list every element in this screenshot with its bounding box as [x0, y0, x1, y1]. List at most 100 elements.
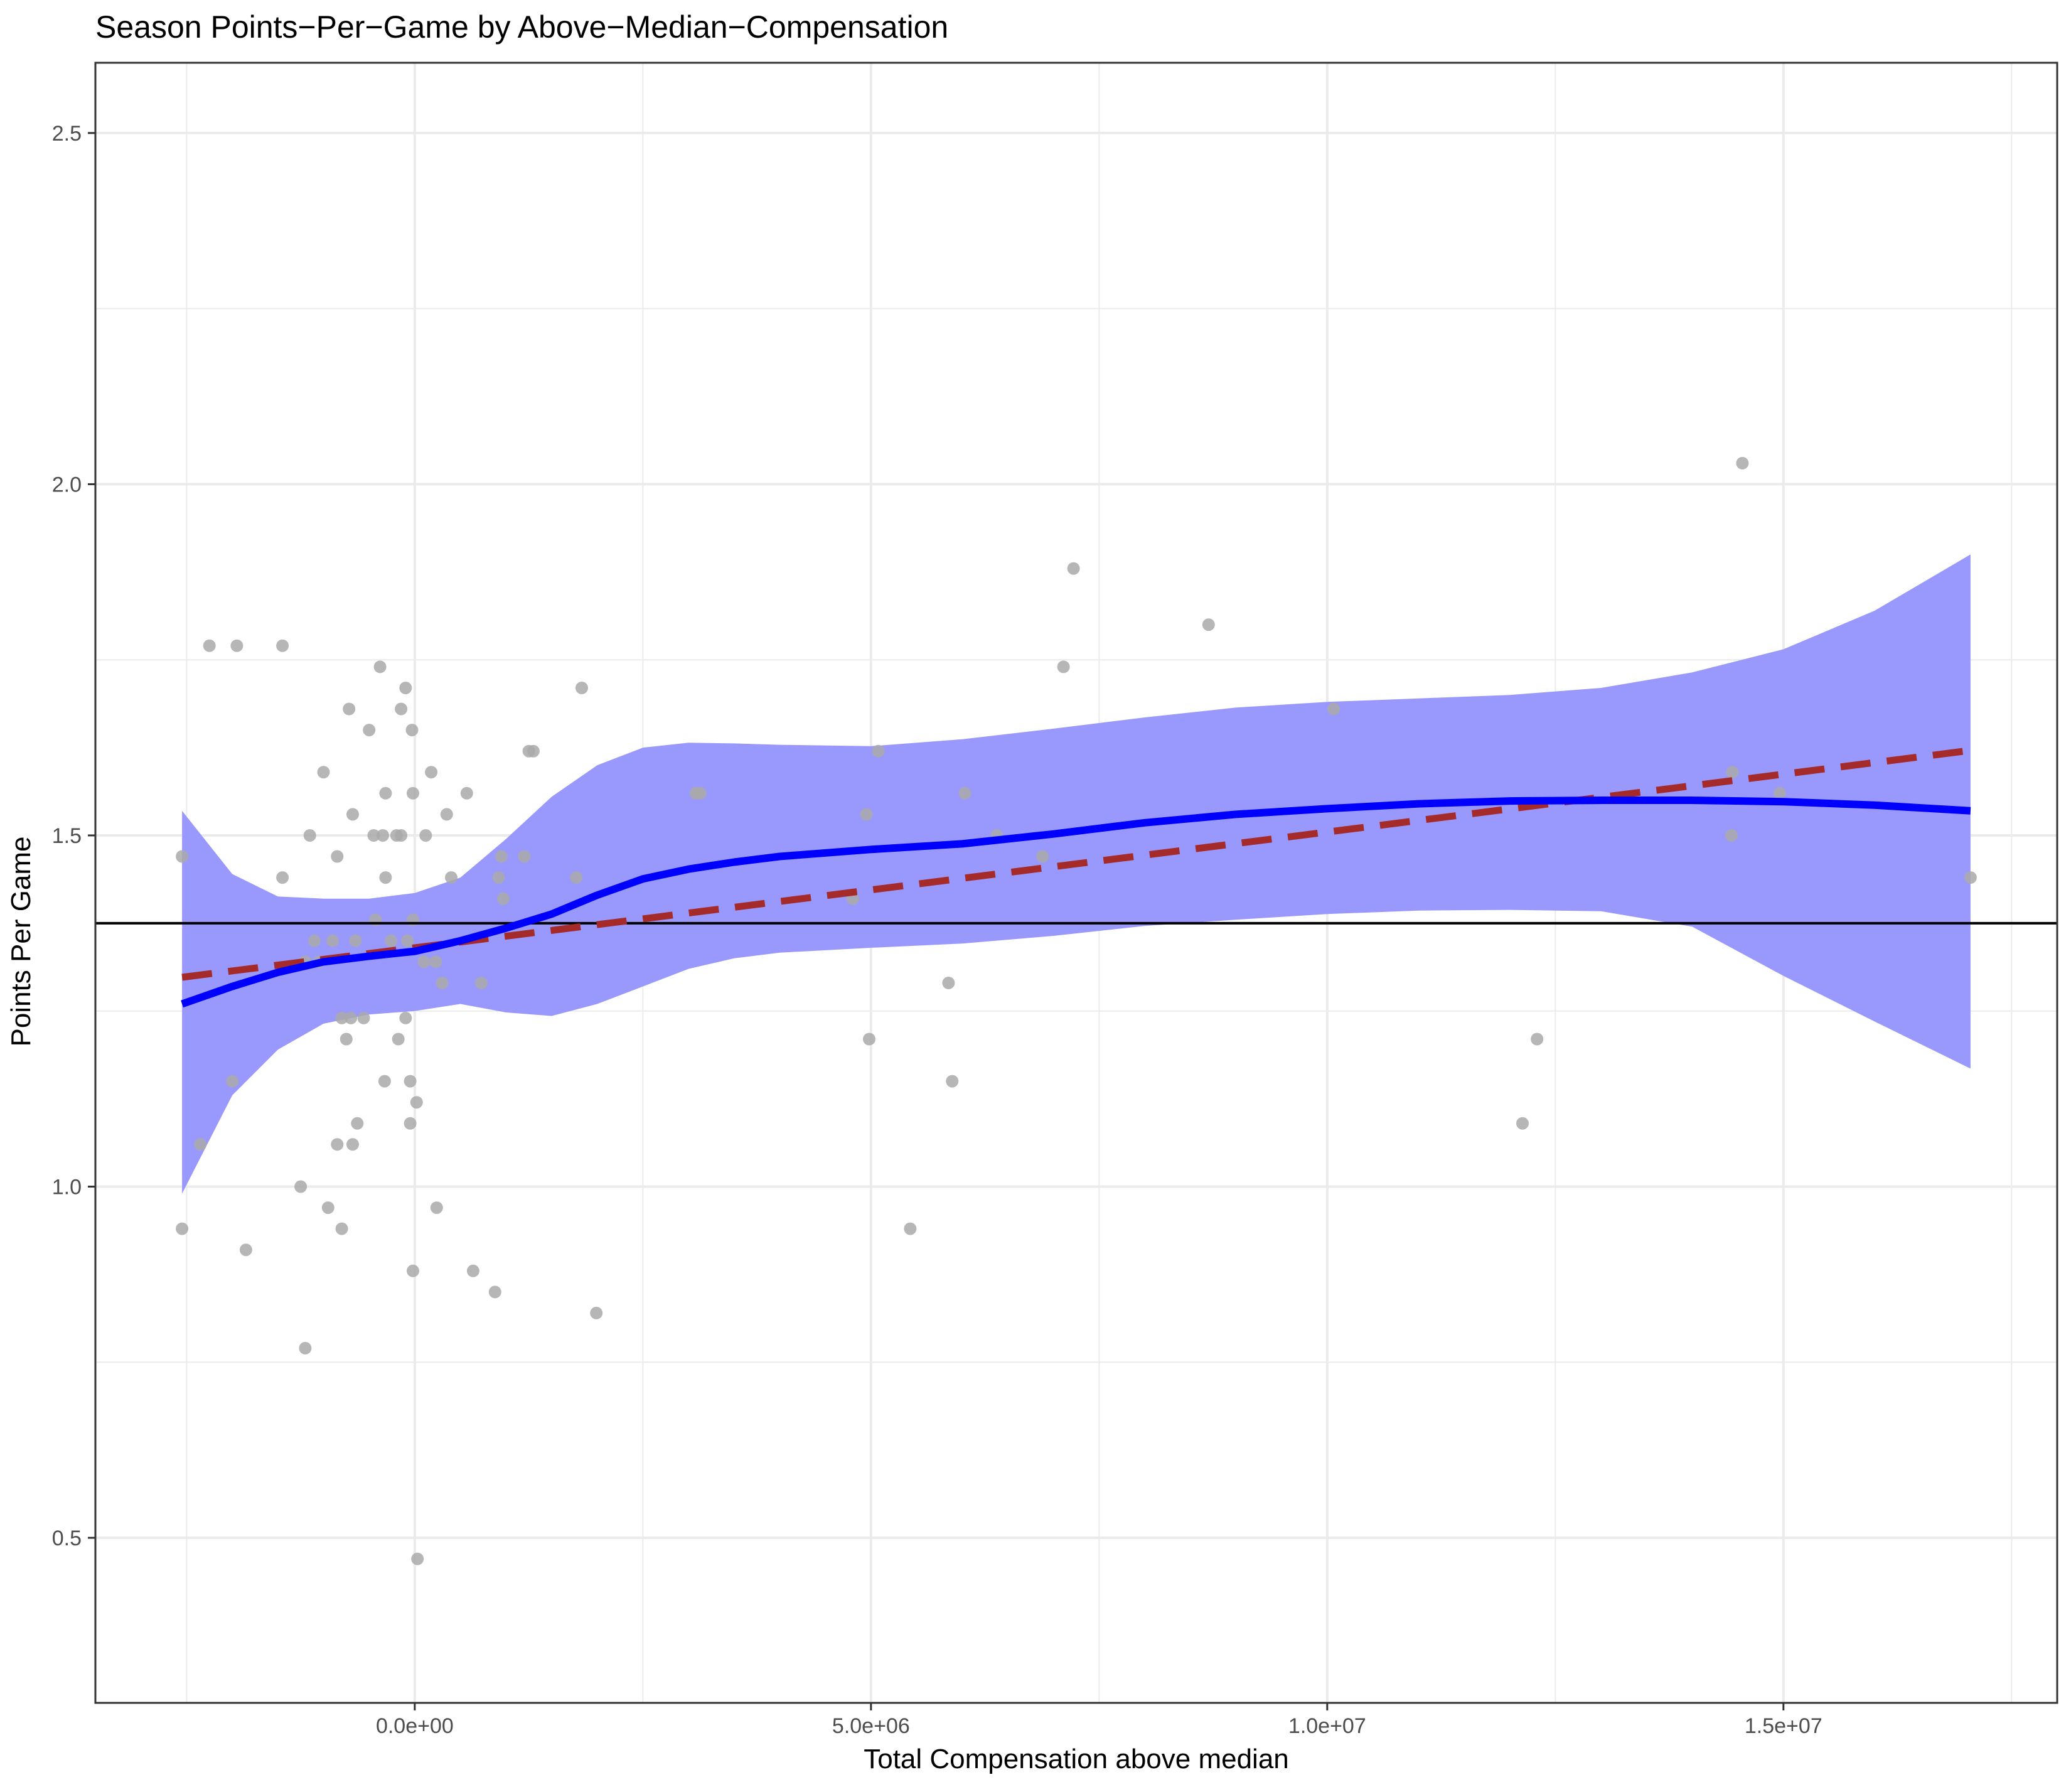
x-tick-label: 1.5e+07 — [1745, 1714, 1822, 1738]
data-point — [1531, 1033, 1544, 1046]
data-point — [335, 1011, 348, 1024]
data-point — [872, 744, 885, 758]
data-point — [440, 808, 453, 821]
data-point — [436, 977, 449, 989]
data-point — [904, 1222, 917, 1235]
data-point — [466, 1264, 479, 1277]
y-tick-label: 0.5 — [52, 1526, 82, 1550]
data-point — [340, 1033, 353, 1046]
data-point — [379, 871, 392, 884]
data-point — [417, 955, 431, 968]
data-point — [385, 934, 398, 947]
data-point — [399, 1011, 412, 1024]
data-point — [299, 1341, 312, 1355]
data-point — [349, 934, 362, 947]
data-point — [203, 639, 216, 652]
data-point — [1736, 456, 1749, 469]
data-point — [1725, 829, 1738, 842]
data-point — [492, 871, 505, 884]
data-point — [377, 829, 389, 842]
data-point — [488, 1285, 501, 1299]
y-tick-label: 1.5 — [52, 824, 82, 848]
loess-line — [181, 797, 1971, 1008]
data-point — [946, 1075, 959, 1088]
data-point — [407, 1264, 419, 1277]
data-point — [395, 829, 408, 842]
data-point — [958, 786, 971, 800]
data-point — [230, 639, 243, 652]
data-point — [401, 934, 414, 947]
data-point — [276, 871, 289, 884]
data-point — [345, 1011, 358, 1024]
data-point — [351, 1117, 364, 1130]
data-point — [1516, 1117, 1529, 1130]
data-point — [331, 850, 344, 863]
data-point — [321, 1201, 334, 1215]
data-point — [425, 766, 438, 779]
data-point — [303, 829, 316, 842]
data-point — [475, 977, 488, 989]
y-tick-label: 1.0 — [52, 1175, 82, 1199]
data-point — [331, 1138, 344, 1151]
data-point — [176, 1222, 189, 1235]
data-point — [346, 808, 359, 821]
x-tick-label: 1.0e+07 — [1288, 1714, 1366, 1738]
data-point — [346, 1138, 359, 1151]
data-point — [226, 1075, 239, 1088]
confidence-ribbon — [182, 554, 1971, 1194]
data-point — [694, 786, 707, 800]
data-point — [404, 1117, 417, 1130]
data-point — [495, 850, 508, 863]
linear-fit-line — [181, 747, 1971, 981]
data-point — [1774, 786, 1786, 800]
data-point — [405, 724, 419, 737]
data-point — [176, 850, 189, 863]
x-tick-label: 0.0e+00 — [376, 1714, 454, 1738]
data-point — [411, 1552, 424, 1565]
x-axis-label: Total Compensation above median — [864, 1744, 1289, 1774]
data-point — [1067, 562, 1080, 575]
data-point — [575, 682, 588, 694]
data-point — [276, 639, 289, 652]
y-axis-label: Points Per Game — [6, 836, 36, 1046]
data-point — [363, 724, 376, 737]
data-point — [194, 1138, 207, 1151]
data-point — [1036, 850, 1049, 863]
panel-border — [94, 62, 2058, 1704]
data-point — [1726, 766, 1739, 779]
axis-layer: 0.0e+00 5.0e+06 1.0e+07 1.5e+07 0.5 1.0 1.5 2.0… — [52, 62, 2058, 1738]
data-point — [326, 934, 339, 947]
data-point — [527, 744, 540, 758]
data-point — [410, 1096, 423, 1109]
data-point — [1964, 871, 1977, 884]
data-point — [317, 766, 330, 779]
data-point — [1327, 702, 1340, 716]
data-point — [860, 808, 873, 821]
data-point — [373, 660, 387, 673]
data-point — [239, 1243, 252, 1257]
data-point — [392, 1033, 405, 1046]
data-point — [335, 1222, 348, 1235]
data-point — [407, 786, 419, 800]
data-point — [378, 1075, 391, 1088]
ribbon-layer — [182, 554, 1971, 1194]
data-point — [395, 702, 408, 716]
data-point — [308, 934, 321, 947]
chart-title: Season Points−Per−Game by Above−Median−C… — [95, 9, 948, 45]
data-point — [419, 829, 432, 842]
line-layer — [95, 747, 2057, 1008]
data-point — [518, 850, 531, 863]
data-point — [590, 1306, 603, 1319]
data-point — [460, 786, 473, 800]
data-point — [367, 829, 380, 842]
data-point — [445, 871, 458, 884]
data-point — [379, 786, 392, 800]
data-point — [399, 682, 412, 694]
data-point — [430, 1201, 443, 1215]
data-point — [429, 955, 442, 968]
points-layer — [176, 456, 1977, 1565]
data-point — [357, 1011, 370, 1024]
data-point — [404, 1075, 417, 1088]
